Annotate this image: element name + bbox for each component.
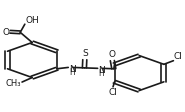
Text: O: O bbox=[109, 50, 116, 59]
Text: H: H bbox=[69, 67, 75, 76]
Text: Cl: Cl bbox=[109, 88, 117, 97]
Text: OH: OH bbox=[26, 15, 39, 24]
Text: N: N bbox=[69, 64, 76, 73]
Text: H: H bbox=[98, 68, 104, 77]
Text: O: O bbox=[2, 27, 9, 36]
Text: S: S bbox=[82, 49, 88, 58]
Text: Cl: Cl bbox=[174, 52, 183, 60]
Text: N: N bbox=[98, 65, 105, 74]
Text: CH₃: CH₃ bbox=[5, 78, 21, 87]
